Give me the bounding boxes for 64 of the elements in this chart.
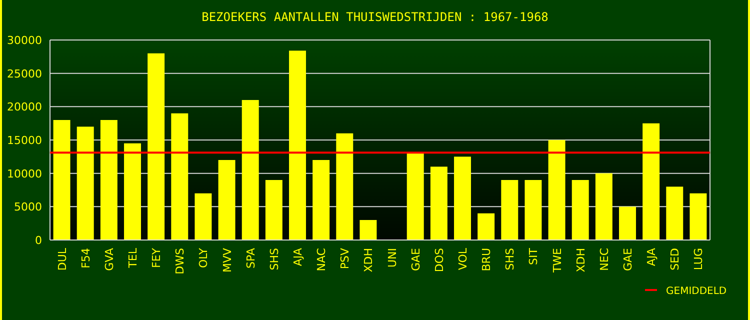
- x-tick-label: DWS: [174, 248, 187, 274]
- x-tick-label: PSV: [338, 248, 352, 270]
- bar: [312, 160, 330, 240]
- y-tick-label: 15000: [7, 134, 42, 147]
- x-tick-label: TWE: [550, 248, 564, 274]
- x-tick-label: AJA: [292, 248, 304, 266]
- y-tick-label: 20000: [7, 100, 42, 114]
- bar: [53, 120, 70, 240]
- bar: [148, 53, 165, 240]
- x-tick-label: DUL: [56, 247, 69, 271]
- bar: [642, 123, 660, 240]
- y-tick-label: 0: [35, 234, 42, 247]
- bar: [100, 120, 118, 240]
- x-tick-label: SIT: [527, 248, 540, 265]
- x-tick-label: GAE: [622, 248, 634, 271]
- x-tick-label: GAE: [409, 248, 422, 271]
- bar: [690, 193, 707, 240]
- bar: [524, 180, 542, 240]
- x-tick-label: SHS: [268, 248, 281, 270]
- y-tick-label: 25000: [7, 67, 42, 80]
- x-tick-label: BRU: [480, 248, 494, 272]
- bar: [171, 113, 188, 240]
- x-tick-label: NAC: [315, 248, 328, 272]
- bar: [218, 160, 236, 240]
- x-tick-label: XDH: [362, 248, 376, 272]
- chart-title: BEZOEKERS AANTALLEN THUISWEDSTRIJDEN : 1967-1968: [202, 10, 548, 24]
- x-tick-label: SHS: [504, 248, 517, 270]
- bar: [572, 180, 589, 240]
- x-tick-label: FEY: [150, 248, 164, 268]
- bar: [194, 193, 212, 240]
- x-tick-label: GVA: [102, 248, 116, 271]
- y-tick-label: 30000: [7, 34, 42, 47]
- bar: [501, 180, 518, 240]
- bar: [242, 100, 259, 240]
- x-tick-label: XDH: [574, 248, 588, 272]
- bar: [454, 156, 471, 240]
- bar: [430, 166, 448, 240]
- x-tick-label: VOL: [456, 247, 470, 270]
- x-tick-label: SPA: [244, 248, 258, 268]
- bar: [478, 213, 495, 240]
- y-tick-label: 5000: [14, 200, 42, 214]
- bar: [406, 153, 424, 240]
- x-tick-label: SED: [668, 248, 682, 270]
- bar: [289, 50, 306, 240]
- x-tick-label: DOS: [432, 248, 446, 272]
- x-tick-label: UNI: [386, 248, 399, 268]
- bar: [548, 140, 566, 240]
- x-tick-label: AJA: [645, 248, 658, 266]
- x-tick-label: F54: [79, 248, 92, 268]
- x-tick-label: TEL: [126, 247, 140, 269]
- bar: [666, 186, 684, 240]
- bar: [124, 143, 141, 240]
- bar: [76, 126, 94, 240]
- y-tick-label: 10000: [7, 167, 42, 180]
- bar: [265, 180, 282, 240]
- bar: [619, 206, 636, 240]
- bar: [360, 220, 377, 240]
- x-tick-label: NEC: [598, 248, 611, 271]
- x-tick-label: MVV: [220, 248, 234, 273]
- bar: [336, 133, 354, 240]
- x-tick-label: LUG: [692, 248, 706, 270]
- legend-label: GEMIDDELD: [666, 286, 727, 297]
- x-tick-label: OLY: [197, 248, 210, 268]
- bar: [595, 173, 612, 240]
